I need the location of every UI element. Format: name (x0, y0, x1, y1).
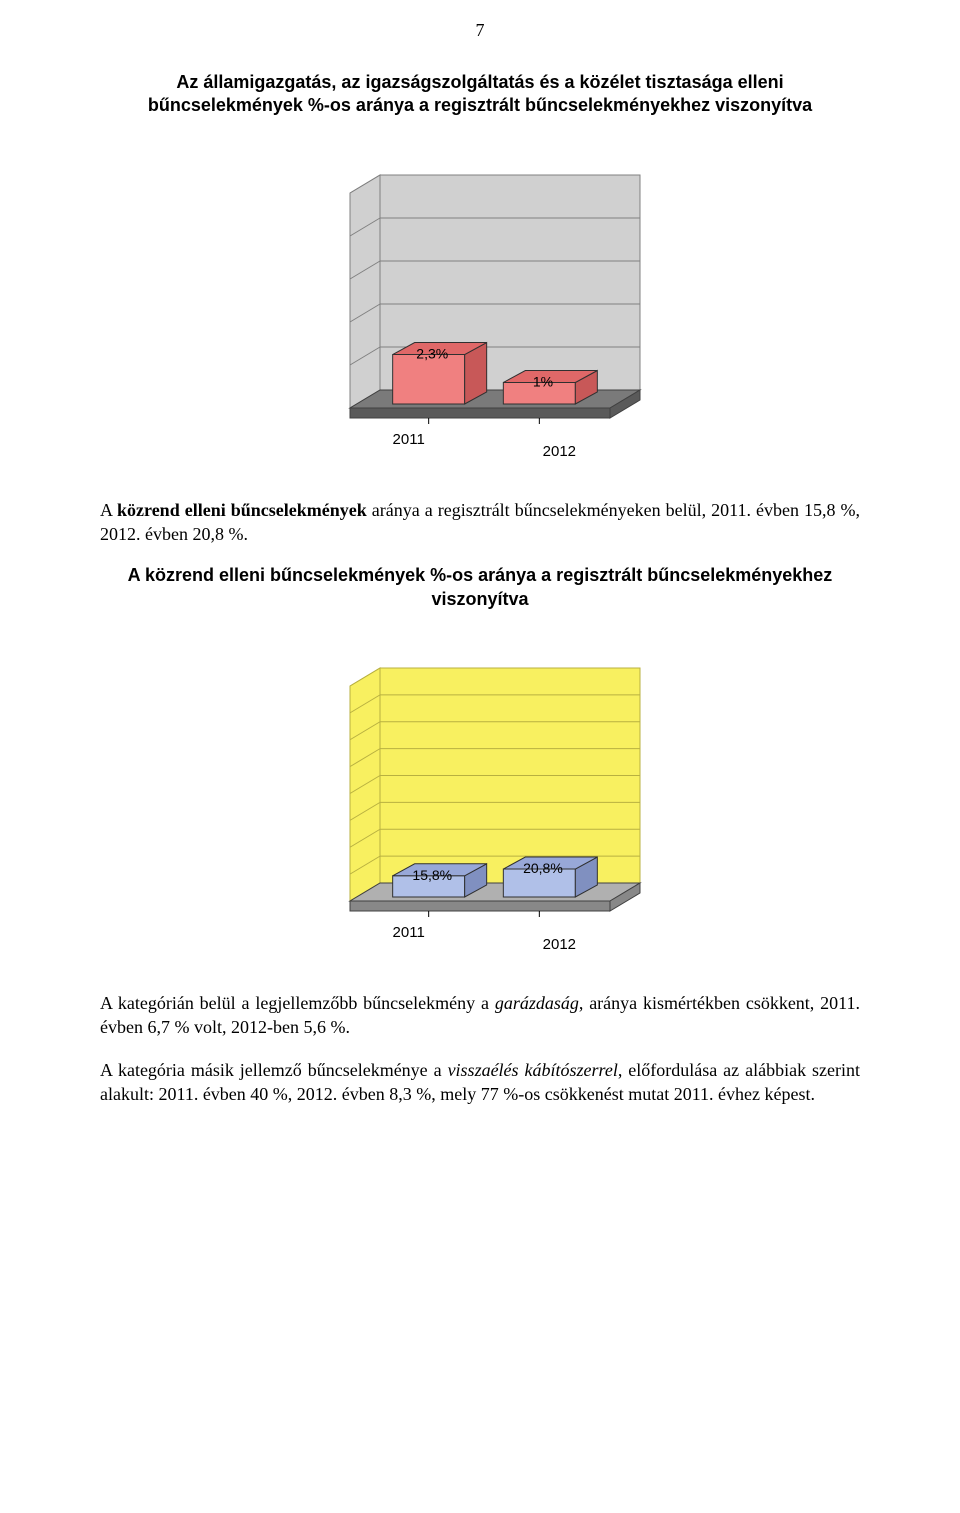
svg-text:1%: 1% (533, 373, 553, 389)
svg-text:15,8%: 15,8% (412, 867, 452, 883)
svg-text:2012: 2012 (543, 936, 576, 953)
paragraph-1: A közrend elleni bűncselekmények aránya … (100, 498, 860, 547)
chart1-container: 2,3% 1% 2011 2012 (100, 128, 860, 468)
svg-text:2011: 2011 (393, 431, 425, 448)
text-italic: garázdaság (495, 993, 579, 1013)
svg-text:2012: 2012 (543, 443, 576, 460)
paragraph-2: A kategórián belül a legjellemzőbb bűncs… (100, 991, 860, 1040)
svg-text:2011: 2011 (393, 924, 425, 941)
text-italic: visszaélés kábítószerrel (448, 1060, 618, 1080)
svg-text:20,8%: 20,8% (523, 860, 563, 876)
page-number: 7 (100, 20, 860, 41)
chart2-container: 15,8% 20,8% 2011 2012 (100, 621, 860, 961)
paragraph-3: A kategória másik jellemző bűncselekmény… (100, 1058, 860, 1107)
text: A kategórián belül a legjellemzőbb bűncs… (100, 993, 495, 1013)
chart1-svg: 2,3% 1% 2011 2012 (260, 128, 700, 468)
text: A kategória másik jellemző bűncselekmény… (100, 1060, 448, 1080)
chart1-title: Az államigazgatás, az igazságszolgáltatá… (100, 71, 860, 118)
document-page: 7 Az államigazgatás, az igazságszolgálta… (0, 0, 960, 1164)
chart2-title: A közrend elleni bűncselekmények %-os ar… (100, 564, 860, 611)
text: A (100, 500, 117, 520)
svg-text:2,3%: 2,3% (416, 345, 448, 361)
chart2-svg: 15,8% 20,8% 2011 2012 (260, 621, 700, 961)
text-bold: közrend elleni bűncselekmények (117, 500, 367, 520)
